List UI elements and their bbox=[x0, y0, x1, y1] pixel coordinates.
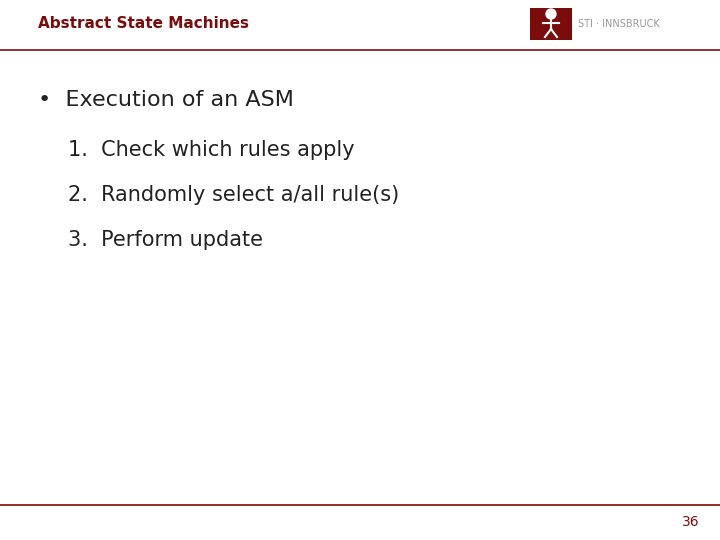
Text: 3.  Perform update: 3. Perform update bbox=[68, 230, 263, 250]
Text: STI · INNSBRUCK: STI · INNSBRUCK bbox=[578, 19, 660, 29]
Text: 1.  Check which rules apply: 1. Check which rules apply bbox=[68, 140, 355, 160]
Text: Abstract State Machines: Abstract State Machines bbox=[38, 17, 249, 31]
Text: 2.  Randomly select a/all rule(s): 2. Randomly select a/all rule(s) bbox=[68, 185, 400, 205]
FancyBboxPatch shape bbox=[530, 8, 572, 40]
Circle shape bbox=[546, 9, 556, 19]
Text: •  Execution of an ASM: • Execution of an ASM bbox=[38, 90, 294, 110]
Text: 36: 36 bbox=[683, 515, 700, 529]
